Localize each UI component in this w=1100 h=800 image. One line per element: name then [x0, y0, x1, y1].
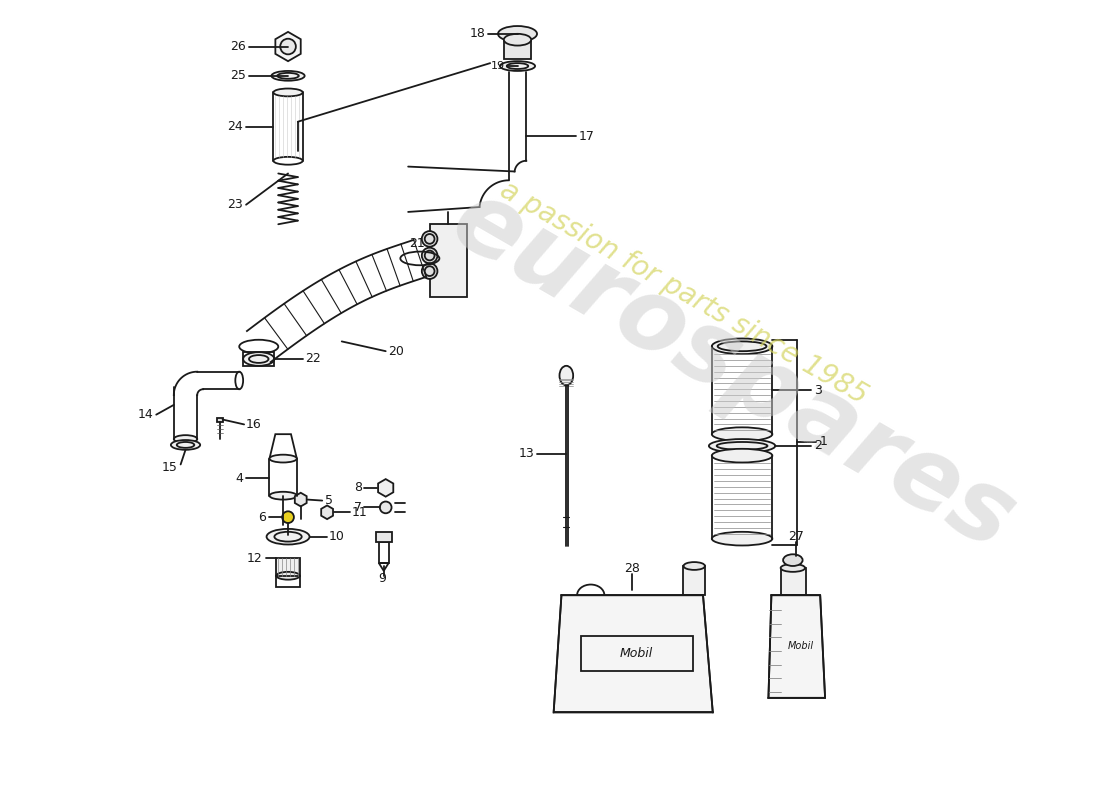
Text: 27: 27	[788, 530, 804, 543]
Text: 10: 10	[329, 530, 345, 543]
Text: 15: 15	[162, 461, 178, 474]
Bar	[243, 352, 274, 366]
Text: Mobil: Mobil	[620, 647, 653, 660]
Ellipse shape	[272, 71, 305, 81]
Bar	[683, 566, 705, 595]
Text: 24: 24	[228, 120, 243, 133]
Bar	[504, 40, 531, 59]
Bar	[376, 532, 392, 542]
Ellipse shape	[498, 26, 537, 42]
Ellipse shape	[270, 454, 297, 462]
Ellipse shape	[174, 435, 197, 443]
Circle shape	[421, 263, 438, 279]
Text: 7: 7	[354, 501, 362, 514]
Text: 12: 12	[246, 552, 263, 565]
Circle shape	[421, 248, 438, 263]
Text: 8: 8	[354, 482, 362, 494]
Bar	[217, 418, 222, 422]
Text: 4: 4	[235, 472, 243, 485]
Text: 1: 1	[820, 435, 827, 449]
Polygon shape	[275, 32, 300, 61]
Text: 20: 20	[388, 345, 405, 358]
Text: 23: 23	[228, 198, 243, 211]
Circle shape	[283, 511, 294, 523]
Text: 22: 22	[306, 353, 321, 366]
Text: eurospares: eurospares	[434, 170, 1031, 571]
Bar	[276, 558, 300, 576]
Polygon shape	[321, 506, 333, 519]
Ellipse shape	[560, 366, 573, 386]
Ellipse shape	[712, 427, 772, 441]
Bar	[781, 568, 805, 595]
Ellipse shape	[712, 449, 772, 462]
Polygon shape	[553, 595, 713, 713]
Ellipse shape	[270, 492, 297, 499]
Ellipse shape	[708, 439, 775, 453]
Text: 11: 11	[352, 506, 367, 518]
Ellipse shape	[712, 338, 772, 354]
Text: 6: 6	[257, 510, 265, 524]
Text: 21: 21	[409, 238, 425, 250]
Text: 16: 16	[246, 418, 262, 431]
Ellipse shape	[243, 352, 274, 366]
Circle shape	[280, 38, 296, 54]
Text: 13: 13	[518, 447, 535, 460]
Ellipse shape	[266, 529, 309, 545]
Text: 2: 2	[814, 439, 822, 452]
Circle shape	[421, 231, 438, 246]
Text: 9: 9	[377, 572, 386, 585]
Ellipse shape	[504, 34, 531, 46]
Text: 17: 17	[579, 130, 595, 143]
Ellipse shape	[712, 532, 772, 546]
Text: 14: 14	[138, 408, 153, 421]
Text: Mobil: Mobil	[788, 641, 814, 651]
Ellipse shape	[170, 440, 200, 450]
Polygon shape	[378, 479, 394, 497]
Text: 25: 25	[230, 70, 246, 82]
Ellipse shape	[683, 562, 705, 570]
Circle shape	[379, 502, 392, 514]
Bar	[430, 224, 466, 298]
Polygon shape	[295, 493, 307, 506]
Text: 19: 19	[491, 61, 505, 71]
Text: 5: 5	[326, 494, 333, 507]
Text: 3: 3	[814, 384, 822, 397]
Ellipse shape	[783, 554, 803, 566]
Ellipse shape	[499, 61, 535, 71]
Ellipse shape	[276, 572, 300, 580]
Ellipse shape	[274, 89, 302, 96]
Polygon shape	[769, 595, 825, 698]
Bar	[276, 576, 300, 587]
Text: 28: 28	[624, 562, 640, 575]
Ellipse shape	[781, 564, 805, 572]
Text: 18: 18	[470, 27, 485, 40]
Text: 26: 26	[230, 40, 246, 53]
Bar	[378, 542, 388, 563]
Text: a passion for parts since 1985: a passion for parts since 1985	[495, 175, 872, 410]
Bar	[581, 636, 693, 671]
